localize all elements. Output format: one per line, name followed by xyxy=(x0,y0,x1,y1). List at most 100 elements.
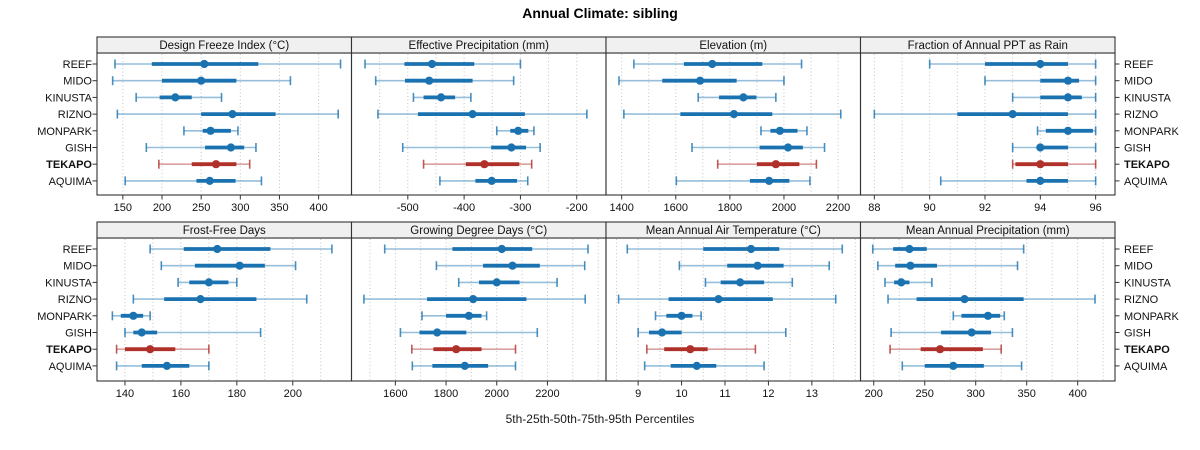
median-dot xyxy=(905,244,914,254)
station-label-left: KINUSTA xyxy=(45,277,93,289)
median-dot xyxy=(1063,76,1073,85)
panel-fraction-of-annual-ppt-as-rain: Fraction of Annual PPT as Rain 88 90 92 94 96 xyxy=(859,36,1116,214)
median-dot xyxy=(1036,160,1045,169)
median-dot xyxy=(206,126,215,135)
axis-tick-label: 300 xyxy=(967,388,985,400)
panel-frost-free-days: Frost-Free Days 140 160 180 200 xyxy=(96,221,353,400)
median-dot xyxy=(657,328,667,337)
axis-tick-label: 2000 xyxy=(772,202,796,214)
median-dot xyxy=(497,244,506,254)
median-dot xyxy=(729,110,739,119)
axis-tick-label: 11 xyxy=(719,388,730,400)
axis-tick-label: 92 xyxy=(979,202,991,214)
median-dot xyxy=(228,110,237,119)
median-dot xyxy=(1036,59,1045,69)
station-label-right: MIDO xyxy=(1124,76,1153,88)
axis-tick-label: 150 xyxy=(114,202,132,214)
median-dot xyxy=(436,93,446,102)
panel-border xyxy=(350,52,607,196)
median-dot xyxy=(983,311,993,320)
axis-tick-label: 250 xyxy=(916,388,934,400)
axis-tick-label: 1800 xyxy=(434,388,458,400)
panel-border xyxy=(605,52,862,196)
station-label-right: MONPARK xyxy=(1124,126,1179,138)
station-label-left: TEKAPO xyxy=(46,159,92,171)
panel-strip-title: Effective Precipitation (mm) xyxy=(409,40,550,52)
median-dot xyxy=(1008,110,1017,119)
median-dot xyxy=(1063,93,1073,102)
median-dot xyxy=(211,160,221,169)
axis-tick-label: -400 xyxy=(453,202,475,214)
median-dot xyxy=(146,345,155,354)
axis-tick-label: 200 xyxy=(153,202,171,214)
median-dot xyxy=(1036,143,1045,152)
median-dot xyxy=(492,278,501,287)
axis-tick-label: 1400 xyxy=(609,202,633,214)
median-dot xyxy=(775,126,785,135)
station-label-right: GISH xyxy=(1124,143,1151,155)
station-label-left: AQUIMA xyxy=(49,176,93,188)
station-label-left: MONPARK xyxy=(37,311,92,323)
median-dot xyxy=(171,93,180,102)
panel-elevation-m: Elevation (m) 1400 1600 1800 2000 2200 xyxy=(605,36,862,214)
median-dot xyxy=(746,244,756,254)
panel-border xyxy=(859,237,1116,382)
station-label-right: RIZNO xyxy=(1124,109,1159,121)
median-dot xyxy=(464,311,473,320)
station-label-right: AQUIMA xyxy=(1124,361,1168,373)
median-dot xyxy=(949,361,958,370)
median-dot xyxy=(696,76,705,85)
median-dot xyxy=(200,59,209,69)
median-dot xyxy=(235,261,244,270)
panel-border xyxy=(350,237,607,382)
panel-mean-annual-precipitation-mm: Mean Annual Precipitation (mm) 200 250 300 3… xyxy=(859,221,1116,400)
median-dot xyxy=(514,126,523,135)
median-dot xyxy=(425,76,434,85)
station-label-left: KINUSTA xyxy=(45,92,93,104)
panel-design-freeze-index-c: Design Freeze Index (°C) 150 200 250 300 350 4… xyxy=(96,36,353,214)
median-dot xyxy=(897,278,906,287)
panel-strip-title: Elevation (m) xyxy=(699,40,767,52)
chart-title: Annual Climate: sibling xyxy=(522,5,678,21)
median-dot xyxy=(960,295,969,304)
panel-strip-title: Fraction of Annual PPT as Rain xyxy=(908,40,1068,52)
median-dot xyxy=(906,261,915,270)
axis-tick-label: 200 xyxy=(865,388,883,400)
median-dot xyxy=(708,59,717,69)
axis-tick-label: -200 xyxy=(566,202,588,214)
station-label-left: TEKAPO xyxy=(46,344,92,356)
station-label-right: AQUIMA xyxy=(1124,176,1168,188)
axis-tick-label: 2000 xyxy=(485,388,509,400)
axis-tick-label: 250 xyxy=(192,202,210,214)
axis-tick-label: 300 xyxy=(231,202,249,214)
median-dot xyxy=(967,328,976,337)
panel-growing-degree-days-c: Growing Degree Days (°C) 1600 1800 2000 2200 xyxy=(350,221,607,400)
median-dot xyxy=(204,278,213,287)
panel-strip-title: Mean Annual Precipitation (mm) xyxy=(906,225,1070,237)
axis-tick-label: 94 xyxy=(1034,202,1046,214)
median-dot xyxy=(692,361,701,370)
median-dot xyxy=(469,295,478,304)
panel-border xyxy=(605,237,862,382)
panel-strip-title: Mean Annual Air Temperature (°C) xyxy=(646,225,821,237)
median-dot xyxy=(739,93,748,102)
axis-tick-label: 13 xyxy=(806,388,818,400)
median-dot xyxy=(162,361,172,370)
median-dot xyxy=(196,295,205,304)
panel-strip-title: Frost-Free Days xyxy=(183,225,266,237)
station-label-left: REEF xyxy=(63,59,93,71)
station-label-right: TEKAPO xyxy=(1124,159,1170,171)
panel-strip-title: Growing Degree Days (°C) xyxy=(410,225,547,237)
axis-tick-label: -300 xyxy=(509,202,531,214)
axis-tick-label: 10 xyxy=(675,388,687,400)
median-dot xyxy=(507,143,516,152)
median-dot xyxy=(468,110,477,119)
median-dot xyxy=(677,311,686,320)
axis-tick-label: 9 xyxy=(635,388,641,400)
axis-tick-label: 400 xyxy=(1069,388,1087,400)
axis-tick-label: 140 xyxy=(116,388,134,400)
axis-tick-label: 1600 xyxy=(383,388,407,400)
axis-tick-label: 1800 xyxy=(718,202,742,214)
median-dot xyxy=(460,361,469,370)
